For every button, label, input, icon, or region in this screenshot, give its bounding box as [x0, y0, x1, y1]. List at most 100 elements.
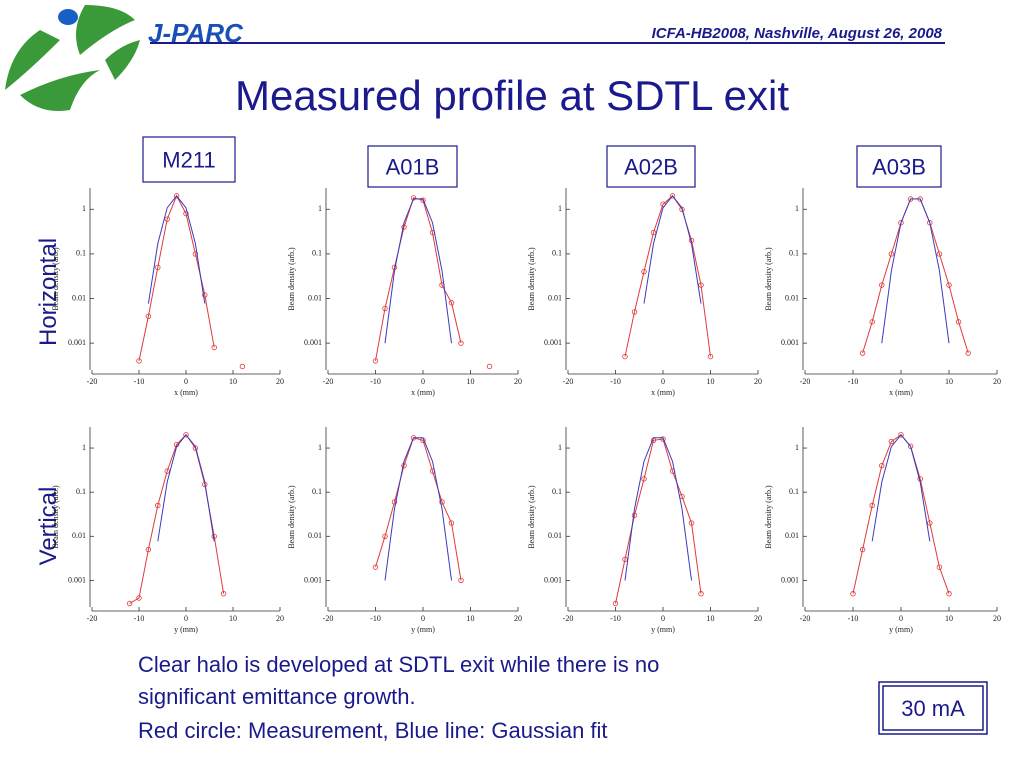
y-axis-label: Beam density (arb.)	[764, 485, 773, 549]
series-line	[862, 198, 969, 354]
y-tick-label: 0.1	[789, 487, 799, 496]
series-line	[157, 433, 215, 542]
data-point	[239, 363, 246, 370]
x-tick-label: -10	[848, 614, 859, 623]
series-line	[147, 195, 206, 304]
y-tick-label: 0.01	[548, 293, 562, 302]
x-tick-label: 0	[184, 377, 188, 386]
column-label: M211	[162, 148, 215, 173]
x-tick-label: 10	[467, 377, 475, 386]
data-point	[155, 502, 161, 509]
y-axis-label: Beam density (arb.)	[764, 247, 773, 311]
x-tick-label: 10	[229, 614, 237, 623]
y-tick-label: 0.1	[312, 487, 322, 496]
data-point	[439, 499, 445, 505]
data-point	[888, 251, 895, 257]
data-point	[145, 546, 152, 553]
x-tick-label: -10	[134, 614, 145, 623]
y-tick-label: 0.1	[552, 487, 562, 496]
x-tick-label: -20	[323, 377, 334, 386]
data-point	[612, 600, 619, 607]
data-point	[382, 533, 388, 540]
data-point	[879, 462, 885, 469]
y-tick-label: 1	[795, 443, 799, 452]
column-box	[367, 145, 458, 188]
data-point	[859, 546, 866, 553]
series-line	[881, 198, 950, 344]
data-point	[382, 305, 388, 312]
data-point	[458, 577, 464, 584]
data-point	[641, 268, 647, 275]
y-tick-label: 0.01	[785, 293, 799, 302]
y-tick-label: 0.001	[68, 338, 86, 347]
y-axis-label: Beam density (arb.)	[287, 247, 296, 311]
logo-swirl	[5, 5, 140, 111]
y-tick-label: 1	[558, 443, 562, 452]
y-tick-label: 0.001	[68, 575, 86, 584]
x-tick-label: 20	[276, 377, 284, 386]
x-tick-label: 10	[707, 377, 715, 386]
data-point	[850, 591, 856, 597]
x-tick-label: -10	[848, 377, 859, 386]
y-axis-label: Beam density (arb.)	[527, 485, 536, 549]
x-tick-label: -20	[323, 614, 334, 623]
data-point	[955, 319, 962, 325]
y-axis-label: Beam density (arb.)	[527, 247, 536, 311]
data-point	[936, 564, 943, 570]
series-line	[624, 195, 711, 357]
x-tick-label: 20	[754, 377, 762, 386]
data-point	[669, 193, 676, 199]
x-tick-label: 20	[993, 614, 1001, 623]
data-point	[164, 216, 170, 222]
x-tick-label: -10	[134, 377, 145, 386]
x-axis-label: x (mm)	[411, 388, 435, 397]
x-axis-label: y (mm)	[174, 625, 198, 634]
data-point	[183, 432, 189, 438]
x-tick-label: 0	[184, 614, 188, 623]
x-tick-label: 10	[945, 377, 953, 386]
x-tick-label: -20	[87, 614, 98, 623]
x-tick-label: -10	[610, 377, 621, 386]
y-tick-label: 1	[318, 204, 322, 213]
x-tick-label: -20	[87, 377, 98, 386]
data-point	[202, 292, 208, 298]
data-point	[448, 300, 455, 306]
y-axis-label: Beam density (arb.)	[51, 485, 60, 549]
y-tick-label: 0.1	[312, 249, 322, 258]
x-tick-label: 10	[707, 614, 715, 623]
data-point	[220, 591, 227, 597]
data-point	[898, 432, 904, 438]
series-line	[384, 198, 452, 344]
x-tick-label: 10	[229, 377, 237, 386]
column-label: A03B	[872, 155, 926, 180]
x-tick-label: 20	[754, 614, 762, 623]
data-point	[192, 445, 199, 451]
data-point	[927, 520, 933, 526]
data-point	[622, 353, 628, 360]
data-point	[698, 591, 704, 597]
series-line	[643, 195, 702, 304]
y-tick-label: 0.001	[544, 338, 562, 347]
column-label: A02B	[624, 155, 678, 180]
data-point	[707, 353, 714, 360]
data-point	[173, 193, 180, 199]
data-point	[965, 350, 971, 356]
data-point	[164, 468, 170, 474]
x-axis-label: x (mm)	[651, 388, 675, 397]
y-tick-label: 0.1	[76, 249, 86, 258]
x-tick-label: 10	[945, 614, 953, 623]
data-point	[888, 438, 895, 445]
y-tick-label: 1	[82, 443, 86, 452]
x-tick-label: 0	[421, 614, 425, 623]
data-point	[679, 206, 685, 212]
data-point	[192, 251, 199, 257]
series-line	[375, 437, 462, 581]
y-axis-label: Beam density (arb.)	[287, 485, 296, 549]
data-point	[650, 229, 657, 236]
series-line	[375, 197, 462, 361]
data-point	[907, 443, 914, 449]
x-tick-label: 0	[899, 614, 903, 623]
series-line	[615, 438, 702, 604]
data-point	[458, 340, 464, 346]
